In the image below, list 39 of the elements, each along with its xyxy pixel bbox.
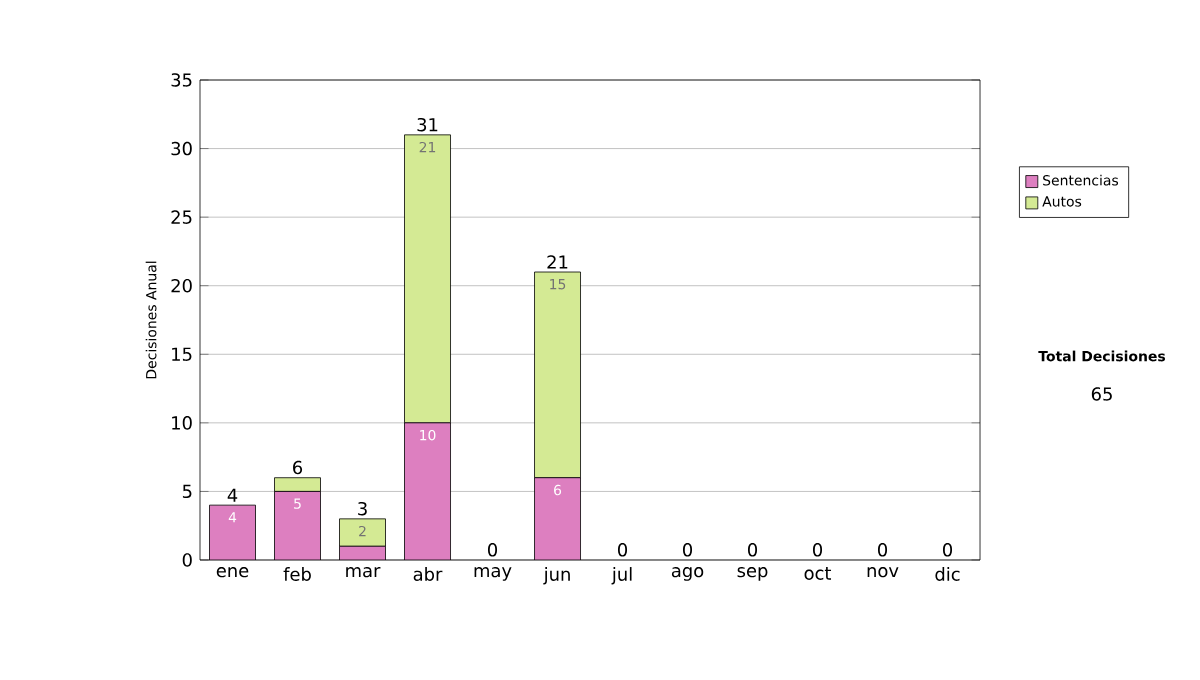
x-tick-label: mar <box>346 567 381 578</box>
total-label: 3 <box>358 501 367 516</box>
total-label: 0 <box>878 543 888 557</box>
x-tick-label: abr <box>413 567 443 581</box>
x-tick-label: nov <box>867 567 899 578</box>
y-tick-label: 35 <box>171 73 192 87</box>
bar <box>339 518 386 547</box>
y-tick-label: 25 <box>171 210 192 224</box>
bar <box>274 477 321 492</box>
total-label: 31 <box>417 117 438 132</box>
total-label: 4 <box>227 488 238 502</box>
y-tick-label: 5 <box>182 484 192 499</box>
y-tick-label: 30 <box>171 141 192 156</box>
x-tick-label: ene <box>216 567 249 578</box>
text: 65 <box>1091 387 1112 401</box>
y-tick-label: 20 <box>171 278 192 293</box>
x-tick-label: may <box>474 567 512 581</box>
y-tick-label: 10 <box>172 416 192 430</box>
total-label: 6 <box>293 460 303 475</box>
x-tick-label: oct <box>804 567 832 580</box>
total-label: 21 <box>547 255 568 269</box>
bar <box>209 504 256 560</box>
x-tick-label: feb <box>283 567 311 581</box>
y-tick-label: 15 <box>172 347 192 361</box>
total-label: 0 <box>683 543 693 557</box>
x-tick-label: sep <box>737 567 768 581</box>
total-label: 0 <box>943 543 953 557</box>
bar <box>534 477 581 560</box>
bar <box>404 422 451 560</box>
total-label: 0 <box>748 543 758 557</box>
total-label: 0 <box>618 543 628 557</box>
x-tick-label: dic <box>935 567 960 581</box>
bar <box>274 491 321 560</box>
total-label: 0 <box>488 543 498 557</box>
y-tick-label: 0 <box>182 553 192 567</box>
x-tick-label: jul <box>611 567 632 585</box>
x-tick-label: jun <box>543 567 570 585</box>
x-tick-label: ago <box>671 567 704 581</box>
total-label: 0 <box>813 543 823 557</box>
